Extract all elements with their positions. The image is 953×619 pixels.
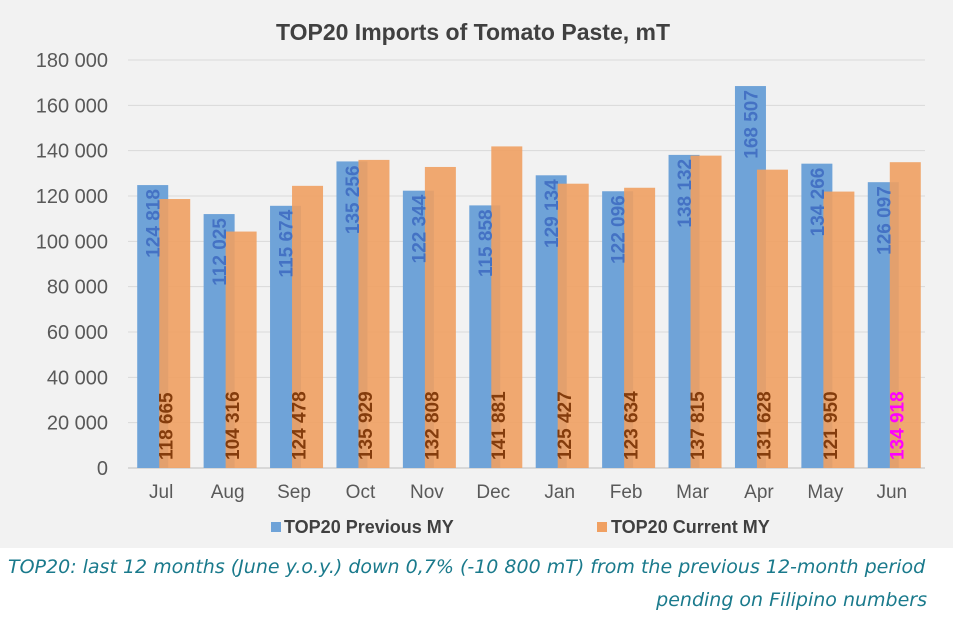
x-tick-label: Feb xyxy=(610,482,643,503)
data-label-previous-my: 138 132 xyxy=(675,159,696,228)
bar-current-my xyxy=(823,191,855,468)
x-tick-label: Aug xyxy=(211,482,245,503)
data-label-previous-my: 126 097 xyxy=(874,186,895,255)
bar-current-my xyxy=(889,162,921,469)
y-tick-label: 180 000 xyxy=(36,50,108,72)
bar-current-my xyxy=(358,159,390,468)
data-label-previous-my: 115 674 xyxy=(277,209,298,277)
data-label-current-my: 134 918 xyxy=(887,391,908,460)
data-label-previous-my: 122 096 xyxy=(609,195,630,264)
bar-current-my xyxy=(557,183,589,469)
y-tick-label: 100 000 xyxy=(36,231,108,253)
data-label-current-my: 125 427 xyxy=(555,391,576,460)
x-tick-label: Oct xyxy=(346,482,376,503)
x-tick-label: Jul xyxy=(149,482,173,503)
y-tick-label: 0 xyxy=(97,458,108,480)
legend-label: TOP20 Current MY xyxy=(611,517,770,537)
data-label-previous-my: 129 134 xyxy=(542,179,563,248)
y-tick-label: 40 000 xyxy=(47,367,108,389)
data-label-previous-my: 124 818 xyxy=(144,189,165,258)
x-tick-label: Apr xyxy=(744,482,774,503)
bar-current-my xyxy=(424,166,456,468)
data-label-previous-my: 135 256 xyxy=(343,165,364,234)
data-label-previous-my: 122 344 xyxy=(409,194,430,263)
y-tick-label: 80 000 xyxy=(47,277,108,299)
y-tick-label: 160 000 xyxy=(36,95,108,117)
data-label-previous-my: 168 507 xyxy=(741,90,762,159)
data-label-current-my: 123 634 xyxy=(622,391,643,460)
caption-line-1: TOP20: last 12 months (June y.o.y.) down… xyxy=(8,556,926,578)
data-label-previous-my: 112 025 xyxy=(210,218,231,286)
bar-current-my xyxy=(690,155,722,469)
legend-label: TOP20 Previous MY xyxy=(284,517,454,537)
x-tick-label: Jun xyxy=(876,482,907,503)
data-label-current-my: 118 665 xyxy=(157,392,178,460)
x-tick-label: Mar xyxy=(676,482,709,503)
legend-swatch xyxy=(597,522,607,532)
bar-current-my xyxy=(292,185,324,469)
data-label-current-my: 137 815 xyxy=(688,391,709,460)
bar-current-my xyxy=(624,187,656,468)
legend-swatch xyxy=(271,522,281,532)
data-label-previous-my: 115 858 xyxy=(476,209,497,277)
chart-title: TOP20 Imports of Tomato Paste, mT xyxy=(276,19,670,45)
data-label-current-my: 121 950 xyxy=(821,391,842,460)
data-label-previous-my: 134 266 xyxy=(808,168,829,237)
bar-current-my xyxy=(159,199,191,468)
bar-current-my xyxy=(225,231,257,468)
x-tick-label: Dec xyxy=(476,482,510,503)
data-label-current-my: 132 808 xyxy=(422,391,443,460)
y-tick-label: 60 000 xyxy=(47,322,108,344)
y-tick-label: 140 000 xyxy=(36,141,108,163)
bar-chart: TOP20 Imports of Tomato Paste, mT 124 81… xyxy=(36,19,925,537)
data-label-current-my: 124 478 xyxy=(290,391,311,460)
y-tick-label: 20 000 xyxy=(47,413,108,435)
y-tick-label: 120 000 xyxy=(36,186,108,208)
caption-line-2: pending on Filipino numbers xyxy=(656,589,927,611)
x-tick-label: Jan xyxy=(544,482,575,503)
data-label-current-my: 135 929 xyxy=(356,391,377,460)
bar-current-my xyxy=(756,169,788,469)
data-label-current-my: 141 881 xyxy=(489,391,510,460)
x-tick-label: Nov xyxy=(410,482,444,503)
data-label-current-my: 131 628 xyxy=(754,391,775,460)
chart-area: TOP20 Imports of Tomato Paste, mT 124 81… xyxy=(0,0,953,548)
data-label-current-my: 104 316 xyxy=(223,391,244,460)
x-tick-label: May xyxy=(807,482,843,503)
x-tick-label: Sep xyxy=(277,482,311,503)
bar-current-my xyxy=(491,146,523,468)
